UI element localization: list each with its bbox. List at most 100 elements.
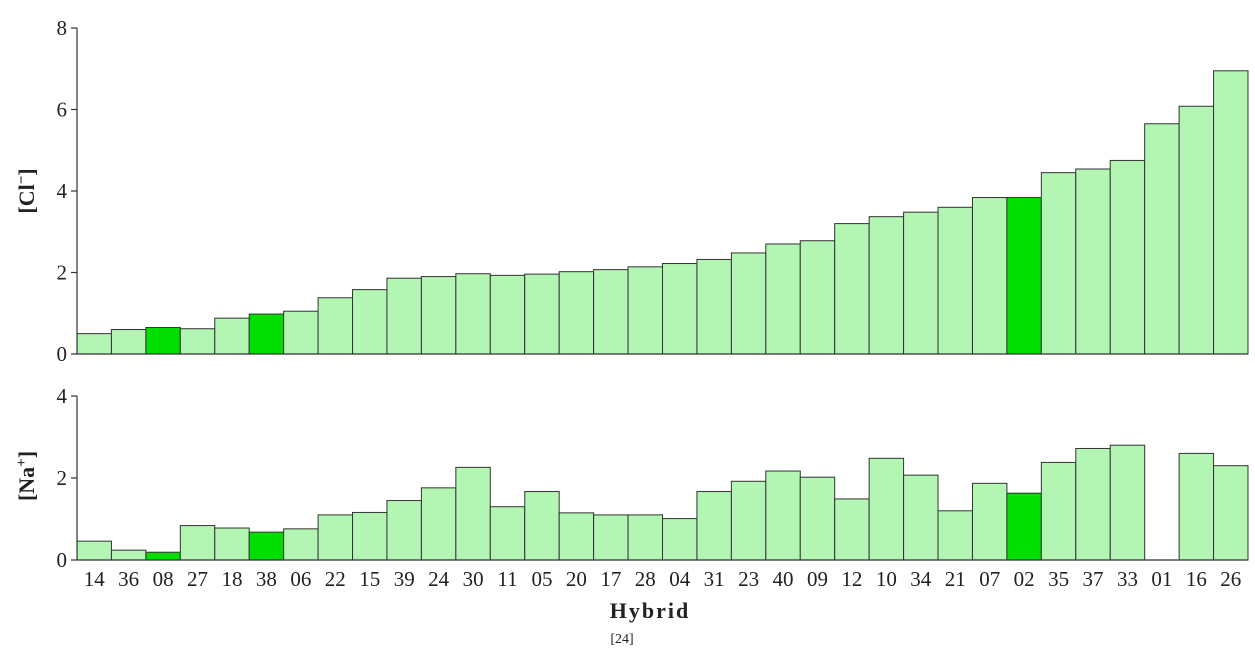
x-tick-label-07: 07 (979, 567, 1000, 591)
x-tick-label-09: 09 (807, 567, 828, 591)
na-bar-14 (76, 540, 112, 561)
cl-y-tick-label: 4 (57, 179, 68, 203)
cl-bar-08 (145, 327, 181, 355)
na-bar-05 (524, 491, 560, 561)
cl-bar-27 (179, 328, 216, 355)
cl-bar-34 (903, 211, 939, 355)
cl-bar-02 (1006, 197, 1042, 355)
cl-bar-23 (730, 252, 767, 355)
na-bar-17 (593, 514, 629, 561)
x-tick-label-24: 24 (428, 567, 450, 591)
cl-bar-31 (696, 258, 732, 355)
na-bar-22 (317, 514, 354, 561)
x-tick-label-12: 12 (841, 567, 862, 591)
cl-bar-07 (971, 197, 1008, 355)
na-bar-28 (627, 514, 663, 561)
cl-bar-21 (937, 206, 973, 355)
cl-bar-22 (317, 297, 354, 355)
x-tick-label-33: 33 (1117, 567, 1138, 591)
x-tick-label-20: 20 (566, 567, 587, 591)
x-tick-label-27: 27 (187, 567, 208, 591)
x-tick-label-35: 35 (1048, 567, 1069, 591)
cl-bar-38 (248, 313, 285, 355)
cl-bar-36 (110, 329, 147, 355)
na-y-tick-label: 4 (57, 384, 68, 408)
cl-bar-04 (662, 263, 698, 355)
cl-bar-10 (868, 216, 905, 355)
x-tick-label-30: 30 (463, 567, 484, 591)
x-tick-label-22: 22 (325, 567, 346, 591)
cl-bar-37 (1075, 168, 1111, 355)
cl-bar-01 (1144, 123, 1180, 355)
cl-panel: 0 2 4 6 8 [Cl−] (14, 16, 1249, 366)
na-bar-20 (558, 512, 595, 561)
x-tick-label-01: 01 (1151, 567, 1172, 591)
x-axis-title: Hybrid (610, 598, 690, 623)
x-tick-label-17: 17 (600, 567, 621, 591)
x-tick-label-36: 36 (118, 567, 139, 591)
na-bar-11 (489, 506, 526, 561)
x-tick-label-37: 37 (1083, 567, 1104, 591)
na-bar-35 (1040, 461, 1077, 561)
na-bar-27 (179, 525, 216, 561)
x-tick-label-11: 11 (497, 567, 517, 591)
x-tick-label-10: 10 (876, 567, 897, 591)
x-tick-label-18: 18 (221, 567, 242, 591)
cl-bar-39 (386, 277, 422, 355)
na-bar-16 (1178, 452, 1215, 561)
cl-bar-11 (489, 274, 526, 355)
x-tick-label-14: 14 (84, 567, 106, 591)
na-bar-21 (937, 510, 973, 561)
cl-bar-26 (1213, 70, 1249, 355)
na-y-tick-label: 2 (57, 466, 68, 490)
x-tick-label-06: 06 (290, 567, 311, 591)
na-bar-26 (1213, 465, 1249, 561)
x-tick-label-39: 39 (394, 567, 415, 591)
cl-bar-40 (765, 243, 801, 355)
cl-bar-20 (558, 271, 595, 355)
x-tick-label-21: 21 (945, 567, 966, 591)
cl-bar-30 (455, 273, 491, 355)
na-bar-30 (455, 466, 491, 561)
cl-bar-18 (214, 317, 250, 355)
na-bar-23 (730, 480, 767, 561)
cl-bar-12 (834, 223, 870, 355)
na-y-tick-label: 0 (57, 548, 68, 572)
x-tick-label-15: 15 (359, 567, 380, 591)
na-bar-18 (214, 527, 250, 561)
na-bar-37 (1075, 447, 1111, 561)
cl-y-tick-label: 8 (57, 16, 68, 40)
na-panel: 0 2 4 [Na+] (14, 384, 1249, 572)
x-tick-label-04: 04 (669, 567, 691, 591)
cl-bar-24 (420, 276, 457, 355)
cl-bar-14 (76, 333, 112, 355)
x-tick-labels: 14 36 08 27 18 38 06 22 15 39 24 30 11 05 20 17 28 04 31 23… (84, 567, 1242, 591)
cl-bar-06 (283, 310, 319, 355)
cl-bar-33 (1109, 159, 1146, 355)
na-bar-34 (903, 474, 939, 561)
cl-y-tick-label: 2 (57, 261, 68, 285)
na-bar-04 (662, 518, 698, 561)
na-bar-02 (1006, 492, 1042, 561)
x-tick-label-26: 26 (1220, 567, 1241, 591)
cl-bar-28 (627, 266, 663, 355)
na-bar-33 (1109, 444, 1146, 561)
x-tick-label-40: 40 (773, 567, 794, 591)
x-tick-label-16: 16 (1186, 567, 1207, 591)
na-bar-06 (283, 528, 319, 561)
x-tick-label-34: 34 (910, 567, 932, 591)
cl-bar-05 (524, 273, 560, 355)
na-bar-38 (248, 531, 285, 561)
na-bar-07 (971, 482, 1008, 561)
cl-y-tick-label: 6 (57, 98, 68, 122)
x-tick-label-38: 38 (256, 567, 277, 591)
na-bar-39 (386, 500, 422, 561)
cl-bar-16 (1178, 105, 1215, 355)
x-tick-label-23: 23 (738, 567, 759, 591)
na-bar-08 (145, 551, 181, 561)
na-bar-10 (868, 457, 905, 561)
na-bar-15 (352, 511, 388, 561)
cl-y-axis-title: [Cl−] (14, 168, 39, 213)
na-bar-36 (110, 549, 147, 561)
